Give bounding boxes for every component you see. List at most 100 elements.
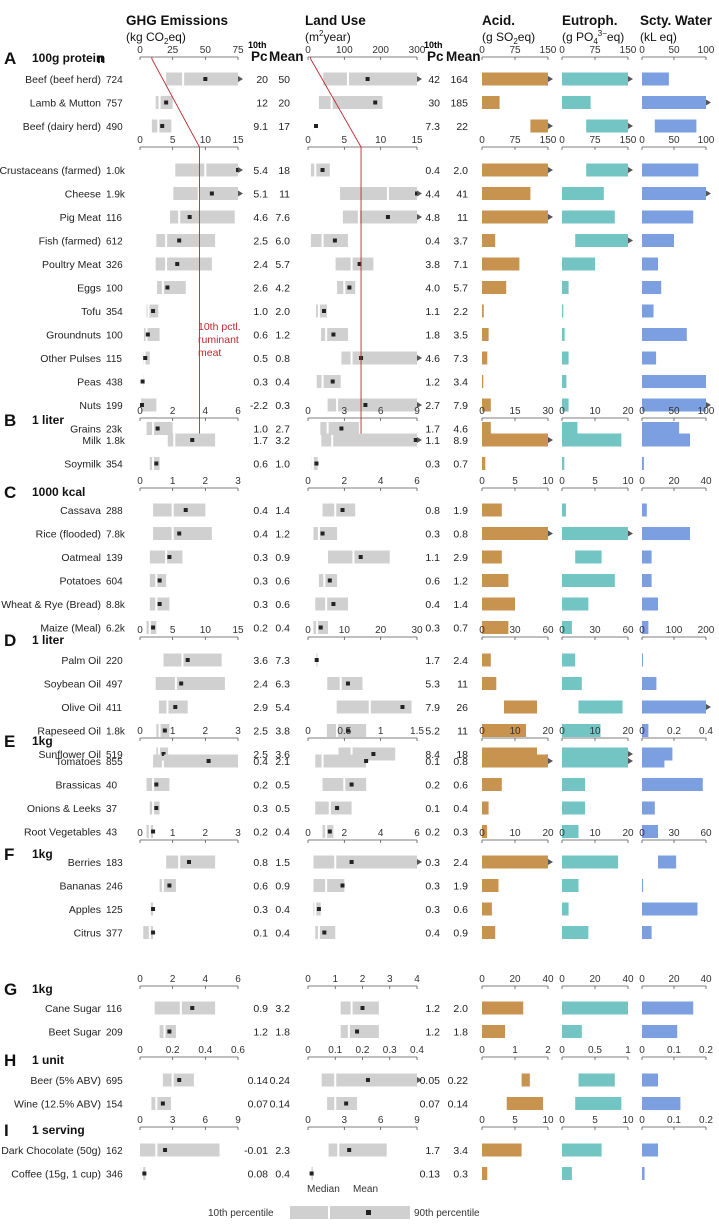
- acid-bar: [482, 802, 489, 815]
- land-box-lower: [315, 802, 329, 815]
- land-mean-marker: [333, 239, 337, 243]
- eutr-title: Eutroph.: [562, 13, 618, 28]
- eutr-tick-label: 75: [589, 135, 601, 146]
- ghg-tick-label: 15: [232, 625, 244, 636]
- eutr-bar: [562, 755, 628, 768]
- eutr-bar: [562, 328, 565, 341]
- land-box-lower: [311, 164, 314, 177]
- legend-p10-label: 10th percentile: [208, 1208, 274, 1219]
- section-unit: 1000 kcal: [32, 485, 85, 499]
- acid-bar: [507, 1097, 543, 1110]
- ghg-box-lower: [150, 598, 156, 611]
- ghg-mean-value: 1.2: [275, 529, 290, 541]
- ghg-box-lower: [147, 621, 149, 634]
- row-label: Onions & Leeks: [27, 803, 101, 815]
- land-tick-label: 0: [305, 625, 311, 636]
- eutr-tick-label: 30: [589, 625, 601, 636]
- ghg-tick-label: 0: [137, 828, 143, 839]
- land-mean-value: 164: [450, 74, 468, 86]
- ghg-overflow-arrow: [238, 76, 243, 82]
- ghg-mean-value: 3.8: [275, 726, 290, 738]
- ghg-mean-value: 0.6: [275, 576, 290, 588]
- eutr-tick-label: 10: [622, 1115, 634, 1126]
- ghg-mean-marker: [158, 602, 162, 606]
- row-label: Wine (12.5% ABV): [14, 1099, 101, 1111]
- row-label: Nuts: [79, 400, 101, 412]
- land-box-lower: [343, 211, 358, 224]
- land-pc-header: Pc: [427, 49, 444, 64]
- eutr-bar: [586, 120, 628, 133]
- row-n: 37: [106, 804, 118, 815]
- ghg-p10-value: 4.6: [253, 212, 268, 224]
- eutr-bar: [562, 281, 569, 294]
- ghg-box-lower: [153, 527, 172, 540]
- acid-tick-label: 40: [542, 974, 554, 985]
- ghg-box-lower: [156, 234, 165, 247]
- ghg-mean-value: 1.2: [275, 330, 290, 342]
- land-tick-label: 9: [414, 1115, 420, 1126]
- ghg-tick-label: 4: [203, 406, 209, 417]
- land-mean-value: 2.2: [453, 306, 468, 318]
- eutr-bar: [562, 352, 569, 365]
- ghg-box-lower: [166, 856, 178, 869]
- row-n: 604: [106, 577, 123, 588]
- water-tick-label: 0.4: [699, 726, 713, 737]
- ghg-tick-label: 3: [170, 1115, 176, 1126]
- land-mean-value: 0.7: [453, 459, 468, 471]
- water-bar: [642, 879, 643, 892]
- ghg-mean-marker: [165, 286, 169, 290]
- land-p10-value: 1.2: [425, 1003, 440, 1015]
- ghg-mean-value: 20: [278, 98, 290, 110]
- ghg-p10-value: 0.3: [253, 377, 268, 389]
- water-bar: [642, 504, 647, 517]
- land-p10-value: 30: [428, 98, 440, 110]
- row-n: 209: [106, 1028, 123, 1039]
- row-n: 411: [106, 703, 122, 714]
- eutr-tick-label: 0: [559, 1115, 565, 1126]
- row-n: 154: [106, 1100, 123, 1111]
- legend: Median Mean 10th percentile 90th percent…: [208, 1184, 480, 1219]
- water-bar: [642, 574, 652, 587]
- ghg-mean-value: 2.1: [275, 756, 290, 768]
- water-tick-label: 0: [639, 45, 645, 56]
- water-tick-label: 0: [639, 974, 645, 985]
- ghg-p10-value: 5.1: [253, 189, 268, 201]
- land-mean-value: 22: [456, 121, 468, 133]
- ghg-box-lower: [159, 701, 166, 714]
- acid-tick-label: 20: [542, 726, 554, 737]
- ghg-tick-label: 0: [137, 625, 143, 636]
- ghg-mean-marker: [167, 884, 171, 888]
- land-box-lower: [315, 926, 318, 939]
- land-mean-value: 0.9: [453, 928, 468, 940]
- ghg-p10-value: 0.6: [253, 881, 268, 893]
- land-mean-marker: [359, 555, 363, 559]
- land-mean-value: 0.22: [448, 1075, 469, 1087]
- ghg-tick-label: 0: [137, 45, 143, 56]
- row-n: 377: [106, 929, 123, 940]
- land-p10-value: 0.13: [420, 1169, 441, 1181]
- ghg-p10-value: 1.0: [253, 424, 268, 436]
- ghg-reference-line: [152, 57, 200, 439]
- eutr-overflow-arrow: [628, 751, 633, 757]
- land-mean-value: 185: [450, 98, 468, 110]
- eutr-bar: [562, 305, 563, 318]
- ghg-box-lower: [147, 305, 148, 318]
- land-overflow-arrow: [417, 355, 422, 361]
- land-box-lower: [320, 422, 326, 435]
- ghg-mean-value: 1.8: [275, 1027, 290, 1039]
- land-mean-value: 0.8: [453, 756, 468, 768]
- row-label: Eggs: [77, 283, 101, 295]
- land-box-lower: [311, 234, 322, 247]
- ghg-mean-marker: [151, 830, 155, 834]
- land-overflow-arrow: [417, 437, 422, 443]
- ghg-mean-value: 0.24: [270, 1075, 291, 1087]
- land-mean-value: 7.9: [453, 400, 468, 412]
- land-tick-label: 20: [375, 625, 387, 636]
- ghg-tick-label: 10: [200, 135, 212, 146]
- ghg-box-lower: [173, 187, 197, 200]
- ghg-box-lower: [160, 879, 162, 892]
- water-bar: [642, 926, 652, 939]
- ghg-box-lower: [163, 1074, 172, 1087]
- row-label: Cheese: [65, 189, 101, 201]
- ghg-mean-marker: [190, 1006, 194, 1010]
